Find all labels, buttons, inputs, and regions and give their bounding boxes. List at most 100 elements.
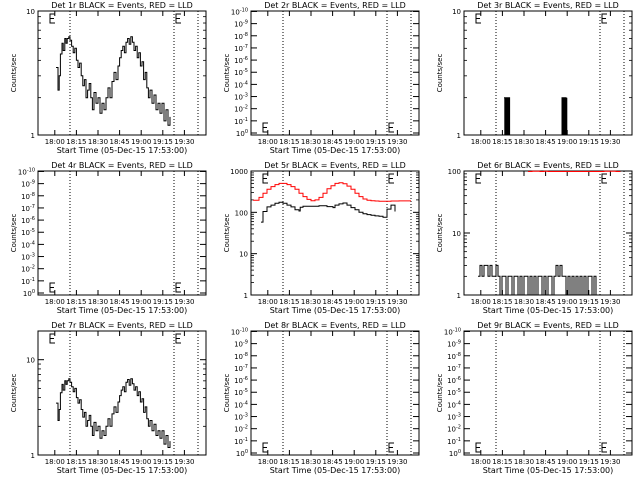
y-tick-label: 10-2 [234, 425, 248, 434]
y-tick-label: 10-6 [234, 56, 248, 65]
y-tick-label: 10 [239, 251, 248, 259]
interval-bracket-glyph [476, 443, 481, 452]
series-line-events [56, 379, 170, 448]
x-axis-label: Start Time (05-Dec-15 17:53:00) [270, 146, 401, 155]
interval-bracket-glyph [602, 14, 607, 23]
plot-frame [251, 171, 419, 295]
interval-bracket-glyph [389, 123, 394, 132]
y-tick-label: 10-7 [234, 364, 248, 373]
y-tick-label: 10 [26, 357, 35, 365]
x-tick-label: 18:45 [323, 138, 343, 146]
x-axis-label: Start Time (05-Dec-15 17:53:00) [57, 466, 188, 475]
interval-bracket-glyph [389, 443, 394, 452]
interval-bracket-glyph [50, 283, 55, 292]
x-axis-label: Start Time (05-Dec-15 17:53:00) [57, 146, 188, 155]
x-tick-label: 18:00 [45, 298, 65, 306]
interval-bracket-glyph [476, 174, 481, 183]
x-tick-label: 19:00 [557, 138, 577, 146]
x-tick-label: 19:15 [579, 298, 599, 306]
y-tick-label: 10-10 [231, 327, 248, 336]
interval-bracket-glyph [389, 174, 394, 183]
x-tick-label: 19:00 [131, 138, 151, 146]
panel-2: Det 2r BLACK = Events, RED = LLD Counts/s… [223, 1, 419, 155]
x-tick-label: 18:30 [88, 458, 108, 466]
panel-4: Det 4r BLACK = Events, RED = LLDCounts/s… [10, 161, 206, 315]
x-tick-label: 18:15 [492, 298, 512, 306]
plot-frame [464, 11, 632, 135]
plot-frame [38, 171, 206, 295]
series-line-events [478, 265, 596, 295]
y-tick-label: 10-1 [234, 117, 248, 126]
x-tick-label: 19:00 [131, 458, 151, 466]
x-tick-label: 19:30 [174, 138, 194, 146]
x-tick-label: 18:00 [258, 138, 278, 146]
y-tick-label: 10-3 [21, 253, 35, 262]
interval-bracket-glyph [176, 334, 181, 343]
y-tick-label: 10-3 [234, 413, 248, 422]
y-tick-label: 10-2 [234, 105, 248, 114]
interval-bracket-glyph [176, 283, 181, 292]
panel-6: Det 6r BLACK = Events, RED = LLDCounts/s… [436, 161, 632, 315]
x-tick-label: 19:15 [366, 298, 386, 306]
y-tick-label: 10-8 [447, 352, 461, 361]
y-axis-label: Counts/sec [10, 214, 18, 253]
x-tick-label: 19:15 [366, 458, 386, 466]
x-tick-label: 18:00 [471, 138, 491, 146]
y-tick-label: 10 [26, 8, 35, 16]
y-tick-label: 1000 [230, 168, 248, 176]
panel-7: Det 7r BLACK = Events, RED = LLDCounts/s… [10, 321, 206, 475]
plot-frame [38, 11, 206, 135]
x-tick-label: 18:15 [279, 138, 299, 146]
y-tick-label: 10-10 [18, 167, 35, 176]
y-tick-label: 1 [457, 292, 461, 300]
x-tick-label: 19:30 [174, 458, 194, 466]
plot-frame [464, 331, 632, 455]
plot-frame [251, 11, 419, 135]
x-tick-label: 18:30 [88, 138, 108, 146]
y-tick-label: 10 [452, 8, 461, 16]
y-tick-label: 10 [452, 230, 461, 238]
x-tick-label: 18:45 [323, 458, 343, 466]
x-tick-label: 19:00 [344, 138, 364, 146]
y-tick-label: 10-5 [234, 388, 248, 397]
y-tick-label: 10-2 [21, 265, 35, 274]
plot-frame [251, 331, 419, 455]
x-tick-label: 19:00 [557, 298, 577, 306]
x-tick-label: 18:15 [66, 298, 86, 306]
x-tick-label: 19:30 [387, 458, 407, 466]
y-tick-label: 10-10 [231, 7, 248, 16]
x-tick-label: 19:15 [153, 298, 173, 306]
y-axis-label: Counts/sec [223, 54, 231, 93]
x-tick-label: 18:45 [536, 138, 556, 146]
x-tick-label: 19:15 [153, 458, 173, 466]
x-tick-label: 19:30 [600, 138, 620, 146]
y-tick-label: 10-4 [234, 80, 248, 89]
x-tick-label: 18:00 [471, 458, 491, 466]
y-tick-label: 10-9 [21, 180, 35, 189]
y-tick-label: 10-7 [234, 44, 248, 53]
y-tick-label: 10-6 [234, 376, 248, 385]
y-tick-label: 10-4 [447, 400, 461, 409]
x-tick-label: 18:15 [492, 138, 512, 146]
panel-5: Det 5r BLACK = Events, RED = LLDCounts/s… [223, 161, 419, 315]
x-tick-label: 18:15 [492, 458, 512, 466]
x-tick-label: 19:15 [153, 138, 173, 146]
interval-bracket-glyph [602, 443, 607, 452]
y-tick-label: 10-3 [234, 93, 248, 102]
y-tick-label: 100 [23, 289, 35, 298]
panel-title: Det 2r BLACK = Events, RED = LLD [264, 1, 406, 10]
panel-3: Det 3r BLACK = Events, RED = LLDCounts/s… [436, 1, 632, 146]
y-tick-label: 10-8 [234, 352, 248, 361]
x-tick-label: 18:30 [514, 458, 534, 466]
x-tick-label: 18:15 [279, 298, 299, 306]
x-tick-label: 18:45 [323, 298, 343, 306]
panel-1: Det 1r BLACK = Events, RED = LLDCounts/s… [10, 1, 206, 155]
x-tick-label: 19:15 [579, 458, 599, 466]
x-tick-label: 18:15 [279, 458, 299, 466]
x-tick-label: 19:30 [387, 298, 407, 306]
x-tick-label: 18:00 [471, 298, 491, 306]
panel-8: Det 8r BLACK = Events, RED = LLDCounts/s… [223, 321, 419, 475]
panel-title: Det 6r BLACK = Events, RED = LLD [477, 161, 619, 170]
x-axis-label: Start Time (05-Dec-15 17:53:00) [57, 306, 188, 315]
